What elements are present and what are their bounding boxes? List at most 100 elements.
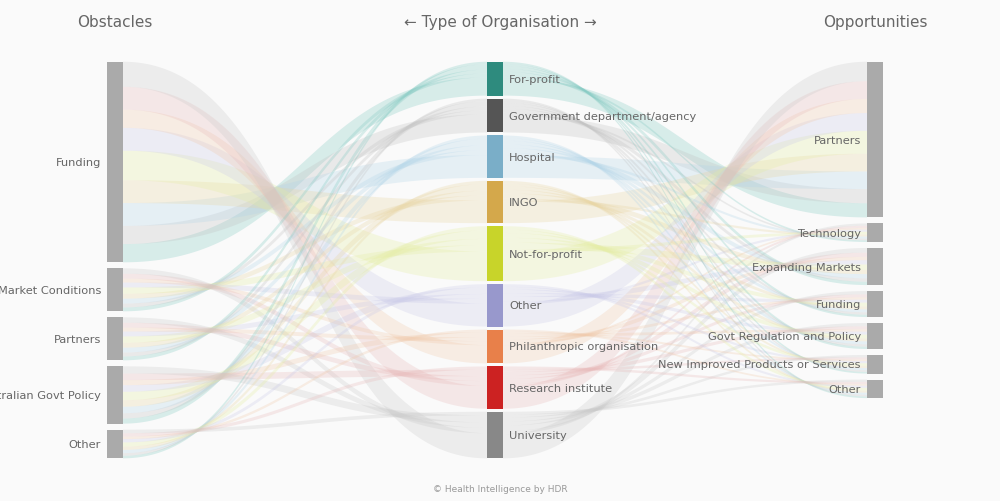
Text: Govt Regulation and Policy: Govt Regulation and Policy — [708, 331, 861, 341]
Polygon shape — [123, 185, 487, 407]
Polygon shape — [123, 367, 487, 437]
Text: For-profit: For-profit — [509, 75, 561, 85]
Polygon shape — [123, 107, 487, 357]
Polygon shape — [123, 370, 487, 380]
Text: Other: Other — [69, 439, 101, 449]
Polygon shape — [503, 107, 867, 315]
Polygon shape — [123, 231, 487, 400]
Polygon shape — [123, 283, 487, 304]
Polygon shape — [123, 151, 487, 282]
Polygon shape — [123, 279, 487, 346]
Text: Research institute: Research institute — [509, 383, 612, 393]
Polygon shape — [503, 63, 867, 458]
Polygon shape — [503, 139, 867, 370]
Polygon shape — [503, 187, 867, 342]
Polygon shape — [503, 233, 867, 339]
Polygon shape — [123, 99, 487, 456]
Polygon shape — [503, 194, 867, 275]
Polygon shape — [503, 149, 867, 279]
Polygon shape — [503, 230, 867, 305]
Polygon shape — [123, 110, 487, 364]
Polygon shape — [503, 298, 867, 340]
Polygon shape — [503, 73, 867, 286]
Polygon shape — [123, 156, 487, 226]
Polygon shape — [503, 253, 867, 384]
Text: Obstacles: Obstacles — [77, 15, 153, 30]
Text: ← Type of Organisation →: ← Type of Organisation → — [404, 15, 596, 30]
Polygon shape — [123, 88, 487, 409]
Polygon shape — [123, 328, 487, 342]
Polygon shape — [503, 190, 867, 310]
Polygon shape — [123, 412, 487, 433]
Polygon shape — [503, 323, 867, 422]
Polygon shape — [123, 136, 487, 453]
Polygon shape — [503, 114, 867, 241]
Text: Partners: Partners — [54, 334, 101, 344]
Polygon shape — [123, 146, 487, 353]
Polygon shape — [503, 380, 867, 415]
Polygon shape — [503, 65, 867, 374]
Polygon shape — [503, 230, 867, 366]
Text: University: University — [509, 430, 567, 440]
Text: Australian Govt Policy: Australian Govt Policy — [0, 390, 101, 400]
Polygon shape — [123, 181, 487, 450]
Text: Other: Other — [509, 301, 541, 311]
Polygon shape — [123, 333, 487, 385]
Polygon shape — [503, 248, 867, 431]
Polygon shape — [503, 290, 867, 335]
Polygon shape — [503, 136, 867, 395]
Polygon shape — [123, 139, 487, 413]
Polygon shape — [503, 199, 867, 237]
Polygon shape — [123, 63, 487, 458]
Text: Funding: Funding — [56, 158, 101, 168]
Text: INGO: INGO — [509, 197, 538, 207]
Polygon shape — [503, 232, 867, 253]
Polygon shape — [503, 295, 867, 379]
Polygon shape — [123, 245, 487, 294]
Polygon shape — [123, 129, 487, 327]
Polygon shape — [123, 71, 487, 361]
Polygon shape — [123, 274, 487, 386]
Polygon shape — [503, 131, 867, 282]
Polygon shape — [503, 238, 867, 307]
Text: Expanding Markets: Expanding Markets — [752, 262, 861, 272]
Text: © Health Intelligence by HDR: © Health Intelligence by HDR — [433, 484, 567, 493]
Polygon shape — [503, 287, 867, 364]
Polygon shape — [123, 269, 487, 433]
Text: Other: Other — [829, 384, 861, 394]
Text: Funding: Funding — [816, 300, 861, 310]
Polygon shape — [503, 258, 867, 344]
Polygon shape — [503, 99, 867, 397]
Polygon shape — [503, 154, 867, 224]
Polygon shape — [503, 261, 867, 303]
Polygon shape — [123, 78, 487, 263]
Polygon shape — [123, 181, 487, 224]
Text: Hospital: Hospital — [509, 152, 556, 162]
Polygon shape — [123, 367, 487, 423]
Polygon shape — [503, 358, 867, 372]
Polygon shape — [123, 196, 487, 299]
Polygon shape — [503, 116, 867, 204]
Polygon shape — [503, 77, 867, 242]
Polygon shape — [503, 332, 867, 361]
Polygon shape — [503, 294, 867, 303]
Polygon shape — [503, 330, 867, 337]
Polygon shape — [503, 243, 867, 271]
Polygon shape — [503, 355, 867, 418]
Polygon shape — [503, 109, 867, 282]
Polygon shape — [503, 330, 867, 386]
Polygon shape — [503, 82, 867, 409]
Polygon shape — [503, 114, 867, 327]
Polygon shape — [503, 63, 867, 398]
Polygon shape — [123, 285, 487, 442]
Polygon shape — [503, 104, 867, 347]
Polygon shape — [503, 367, 867, 384]
Polygon shape — [123, 288, 487, 392]
Polygon shape — [123, 151, 487, 304]
Polygon shape — [503, 145, 867, 313]
Polygon shape — [503, 181, 867, 393]
Polygon shape — [123, 65, 487, 424]
Polygon shape — [503, 184, 867, 368]
Polygon shape — [123, 239, 487, 343]
Text: New Improved Products or Services: New Improved Products or Services — [658, 360, 861, 370]
